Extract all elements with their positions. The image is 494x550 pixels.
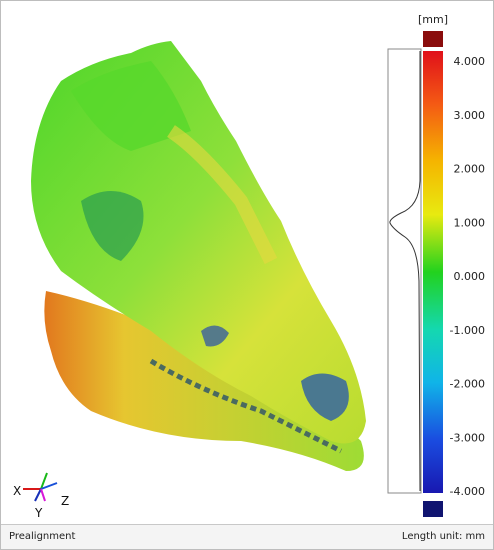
axis-label: Y <box>34 506 43 520</box>
scale-label: 4.000 <box>454 55 486 68</box>
over-range-swatch <box>423 31 443 47</box>
axis-triad: X Z Y <box>13 472 69 520</box>
scale-label: 1.000 <box>454 216 486 229</box>
status-mode: Prealignment <box>9 531 76 542</box>
under-range-swatch <box>423 501 443 517</box>
scale-label: 3.000 <box>454 109 486 122</box>
histogram-frame <box>387 48 422 494</box>
scale-labels: 4.000 3.000 2.000 1.000 0.000 -1.000 -2.000 -3.… <box>450 55 485 498</box>
scale-label: 0.000 <box>454 270 486 283</box>
scale-label: -1.000 <box>450 324 485 337</box>
scale-label: 2.000 <box>454 163 486 176</box>
viewport: [mm] 4.000 3.000 2.000 1.000 0.000 -1.000 -2.0… <box>13 13 485 520</box>
scale-label: -4.000 <box>450 485 485 498</box>
histogram-curve <box>389 51 421 492</box>
skull-model <box>31 41 366 471</box>
status-bar: Prealignment Length unit: mm <box>1 524 493 549</box>
status-unit: Length unit: mm <box>401 531 485 542</box>
scale-label: -3.000 <box>450 431 485 444</box>
unit-label: [mm] <box>418 13 448 26</box>
scale-label: -2.000 <box>450 378 485 391</box>
axis-label: X <box>13 484 21 498</box>
axis-label: Z <box>61 494 69 508</box>
color-bar <box>423 51 443 493</box>
